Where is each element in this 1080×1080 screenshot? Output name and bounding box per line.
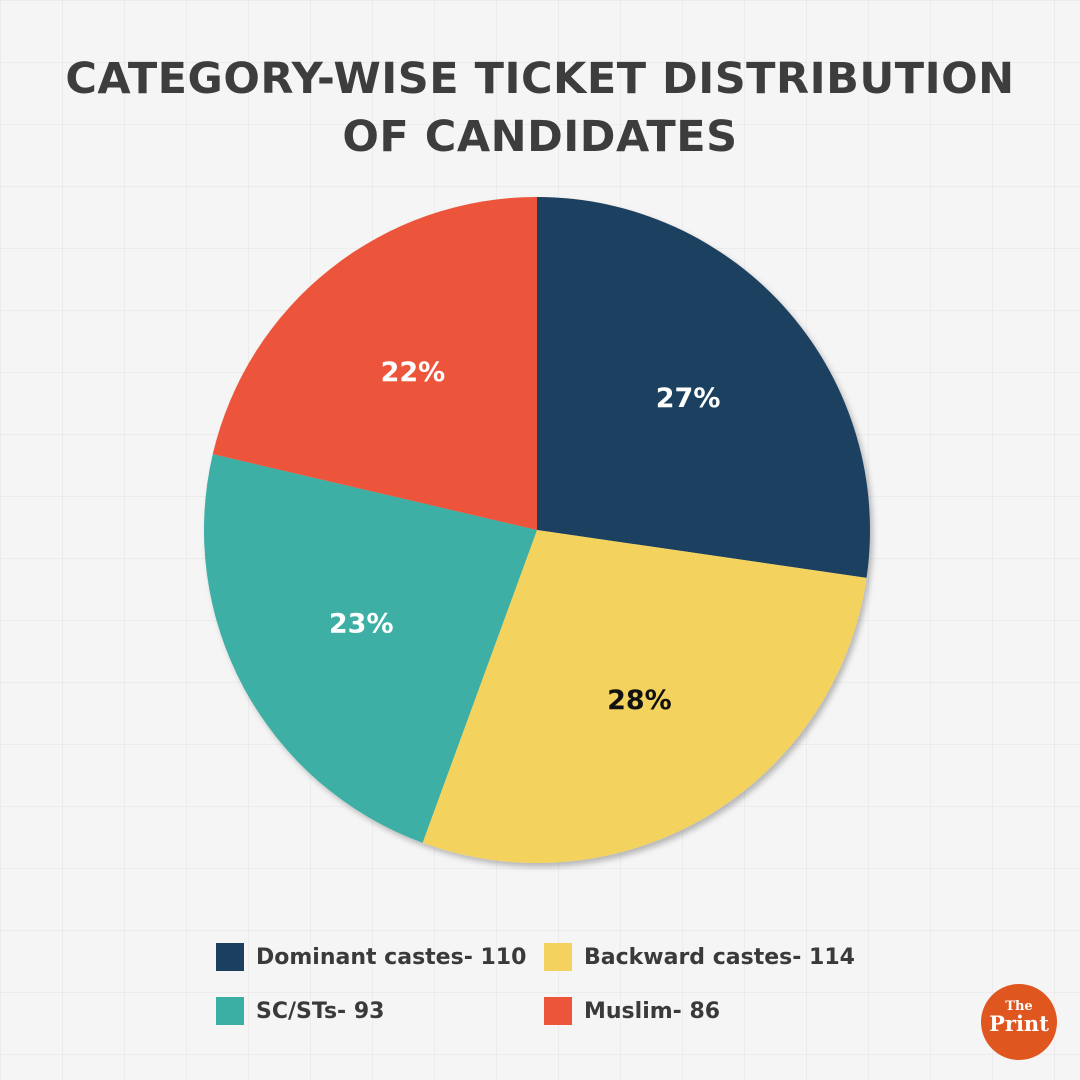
legend-label-backward-castes: Backward castes- 114	[584, 944, 855, 970]
slice-label-backward-castes: 28%	[607, 685, 672, 716]
pie-slices	[204, 197, 870, 863]
legend-swatch-muslim	[544, 997, 572, 1025]
legend-label-dominant-castes: Dominant castes- 110	[256, 944, 527, 970]
legend-swatch-sc-sts	[216, 997, 244, 1025]
pie-slice-dominant-castes	[537, 197, 870, 578]
slice-label-sc-sts: 23%	[329, 608, 394, 639]
legend-swatch-backward-castes	[544, 943, 572, 971]
pie-slice-backward-castes	[422, 530, 867, 863]
legend-item-muslim: Muslim- 86	[544, 994, 720, 1028]
legend-label-muslim: Muslim- 86	[584, 998, 721, 1024]
slice-label-dominant-castes: 27%	[656, 383, 721, 414]
pie-slice-muslim	[212, 197, 537, 530]
logo-text-the: The	[1005, 999, 1033, 1014]
legend-swatch-dominant-castes	[216, 943, 244, 971]
slice-label-muslim: 22%	[381, 357, 446, 388]
legend-item-backward-castes: Backward castes- 114	[544, 940, 855, 974]
chart-legend: Dominant castes- 110 Backward castes- 11…	[216, 940, 916, 1040]
legend-item-dominant-castes: Dominant castes- 110	[216, 940, 526, 974]
theprint-logo: The Print	[981, 984, 1057, 1060]
legend-item-sc-sts: SC/STs- 93	[216, 994, 384, 1028]
chart-title: CATEGORY-WISE TICKET DISTRIBUTION OF CAN…	[65, 54, 1015, 162]
logo-text-print: Print	[989, 1011, 1049, 1036]
legend-label-sc-sts: SC/STs- 93	[256, 998, 385, 1024]
pie-slice-sc-sts	[204, 454, 537, 843]
